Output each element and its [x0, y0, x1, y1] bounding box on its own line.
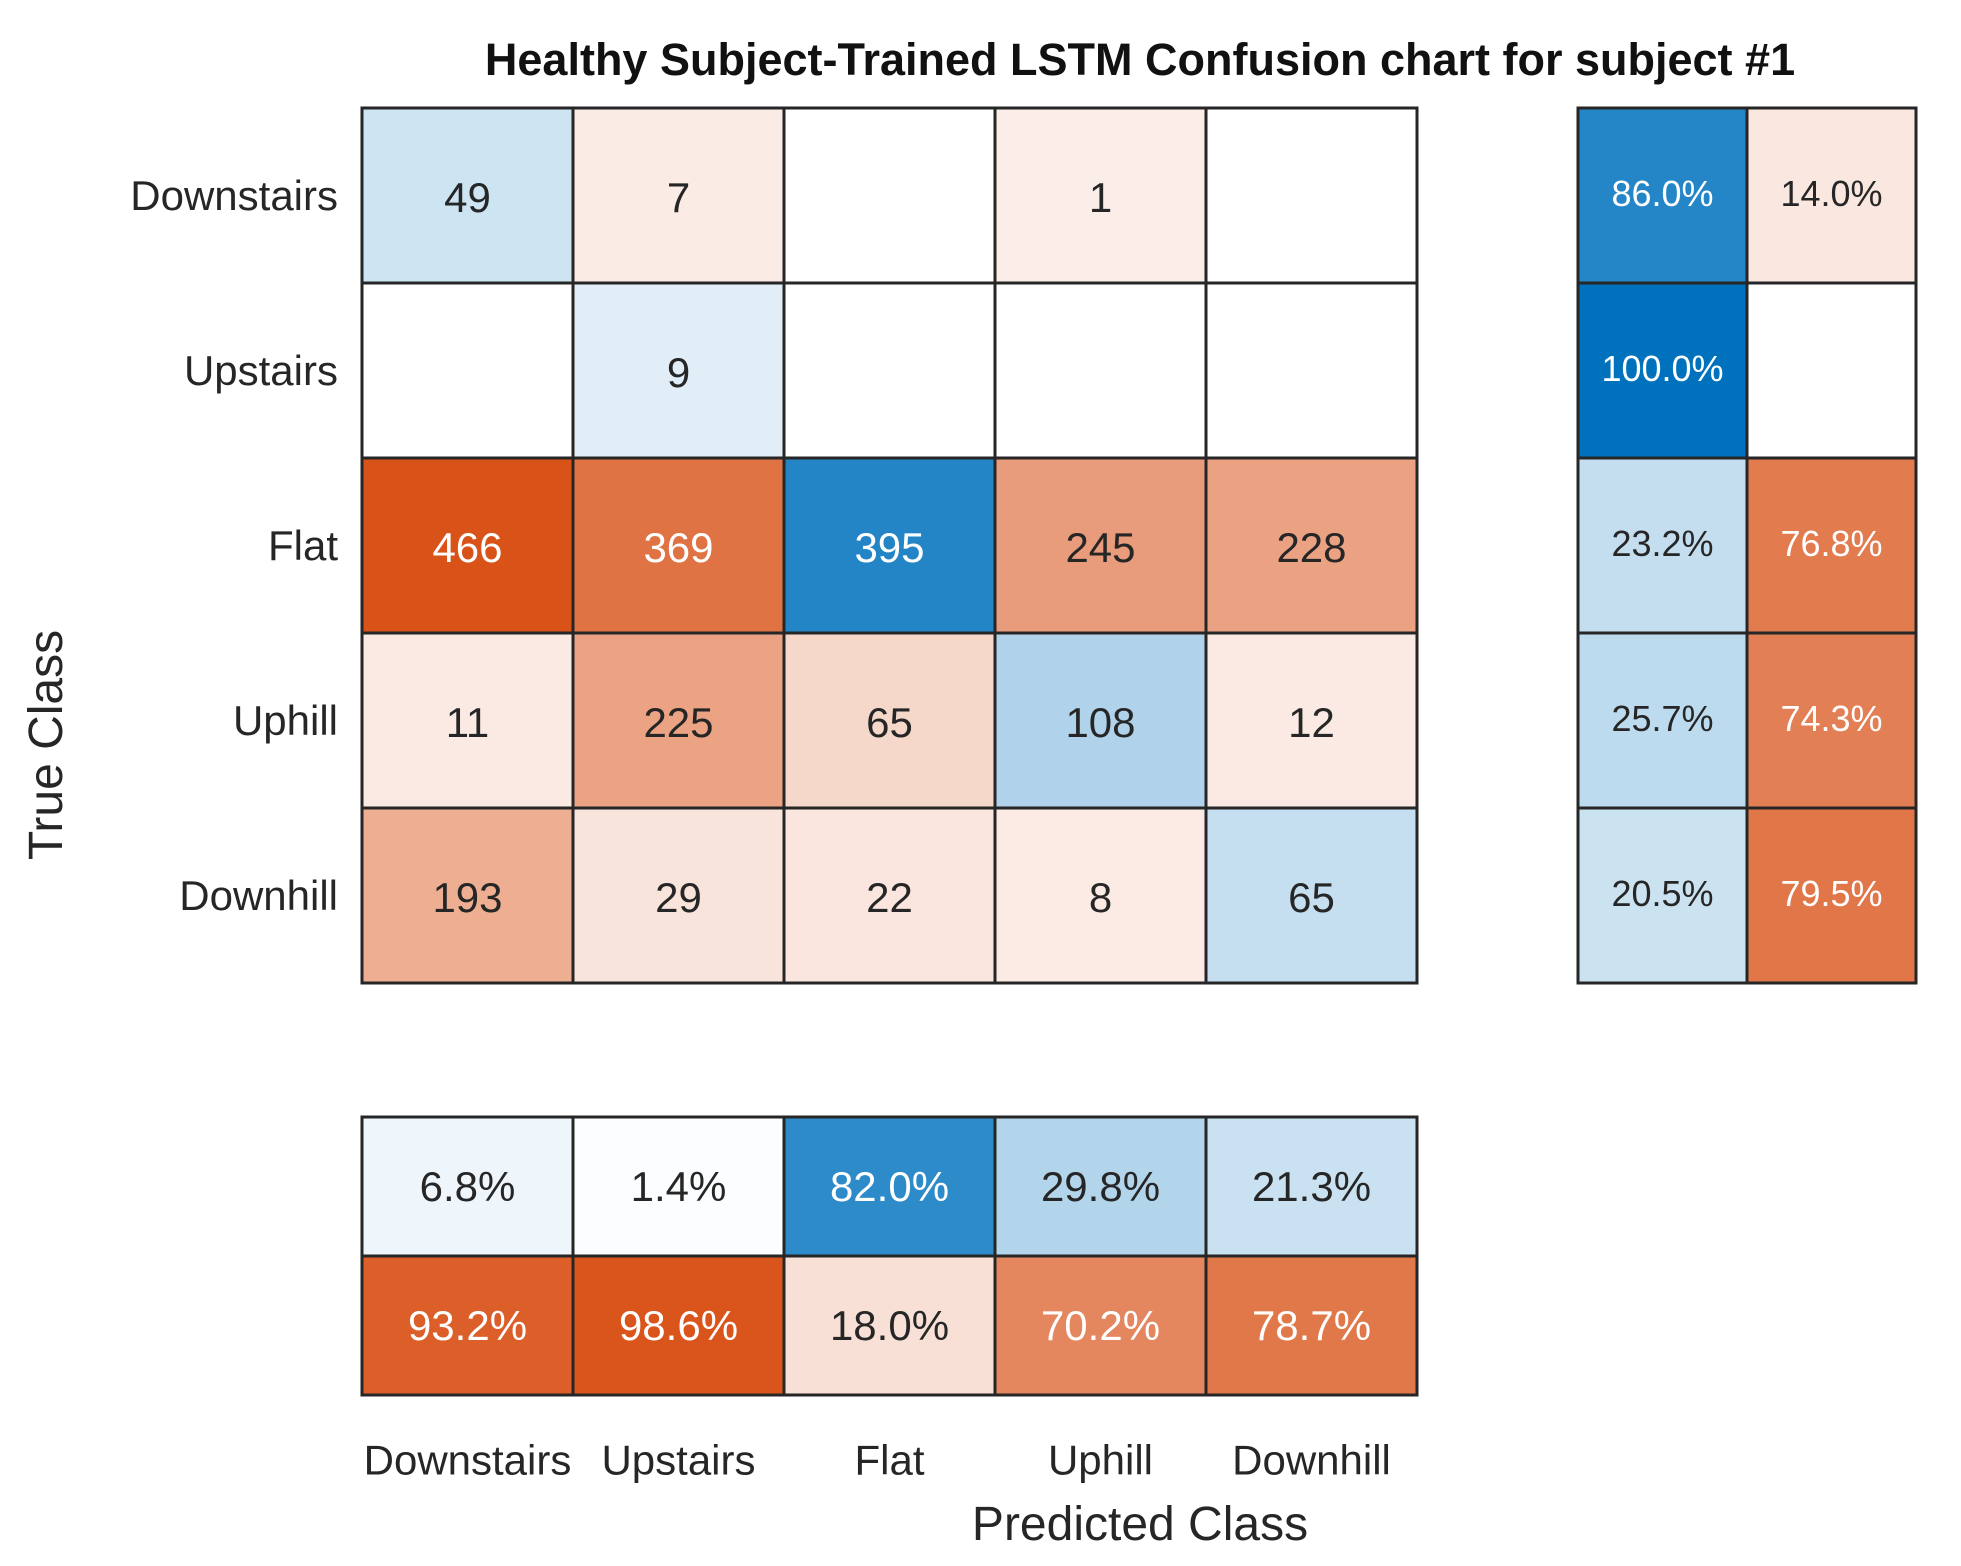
column-summary-correct-cell [571, 1115, 786, 1258]
row-summary-incorrect-value: 74.3% [1780, 698, 1882, 739]
y-axis-label: True Class [20, 630, 73, 860]
matrix-cell-value: 65 [866, 699, 913, 746]
column-summary-incorrect-value: 70.2% [1041, 1302, 1160, 1349]
y-tick-label: Downstairs [130, 172, 338, 219]
column-summary-incorrect-cell [993, 1254, 1208, 1397]
column-summary-incorrect-cell [1204, 1254, 1419, 1397]
matrix-cell-value: 1 [1089, 174, 1112, 221]
y-tick-label: Upstairs [184, 347, 338, 394]
matrix-cell-value: 8 [1089, 874, 1112, 921]
matrix-cell-value: 65 [1288, 874, 1335, 921]
matrix-cell-value: 22 [866, 874, 913, 921]
row-summary-correct-value: 100.0% [1601, 348, 1723, 389]
row-summary-correct-value: 25.7% [1611, 698, 1713, 739]
matrix-cell-value: 193 [432, 874, 502, 921]
matrix-cell [993, 456, 1208, 635]
y-tick-label: Uphill [233, 697, 338, 744]
x-tick-labels: Downstairs Upstairs Flat Uphill Downhill [364, 1437, 1391, 1484]
row-summary-incorrect-cell [1745, 456, 1918, 635]
matrix-cell [360, 631, 575, 810]
y-tick-labels: Downstairs Upstairs Flat Uphill Downhill [130, 172, 338, 919]
matrix-cell [571, 806, 786, 985]
column-summary-correct-value: 82.0% [830, 1163, 949, 1210]
matrix-cell-value: 369 [643, 524, 713, 571]
row-summary-incorrect-cell [1745, 631, 1918, 810]
row-summary-incorrect-value: 14.0% [1780, 173, 1882, 214]
matrix-cell [782, 806, 997, 985]
y-tick-label: Flat [268, 522, 338, 569]
matrix-cell-value: 466 [432, 524, 502, 571]
row-summary-correct-value: 86.0% [1611, 173, 1713, 214]
matrix-cell-value: 29 [655, 874, 702, 921]
column-summary-incorrect-value: 18.0% [830, 1302, 949, 1349]
row-summary-incorrect-value: 79.5% [1780, 873, 1882, 914]
matrix-cell [782, 631, 997, 810]
matrix-cell [571, 106, 786, 285]
x-tick-label: Upstairs [601, 1437, 755, 1484]
column-summary-correct-value: 6.8% [420, 1163, 516, 1210]
matrix-cell-value: 7 [667, 174, 690, 221]
matrix-cell-value: 108 [1065, 699, 1135, 746]
matrix-cell [1204, 106, 1419, 285]
matrix-cell-value: 245 [1065, 524, 1135, 571]
row-summary-correct-value: 23.2% [1611, 523, 1713, 564]
column-summary-correct-cell [1204, 1115, 1419, 1258]
column-summary-incorrect-value: 98.6% [619, 1302, 738, 1349]
matrix-cell [993, 806, 1208, 985]
matrix-cell-value: 225 [643, 699, 713, 746]
row-summary-correct-cell [1576, 631, 1749, 810]
matrix-cell [360, 281, 575, 460]
column-summary-incorrect-value: 78.7% [1252, 1302, 1371, 1349]
column-summary-incorrect-cell [782, 1254, 997, 1397]
column-summary-grid: 6.8% 93.2% 1.4% 98.6% 82.0% 18.0% 29.8% 70.2% 21… [360, 1115, 1419, 1397]
x-axis-label: Predicted Class [972, 1498, 1308, 1551]
matrix-cell [571, 456, 786, 635]
x-tick-label: Downhill [1232, 1437, 1391, 1484]
column-summary-correct-value: 1.4% [631, 1163, 727, 1210]
chart-title: Healthy Subject-Trained LSTM Confusion c… [485, 34, 1795, 85]
matrix-cell [571, 281, 786, 460]
matrix-cell-value: 11 [446, 699, 490, 746]
row-summary-incorrect-cell [1745, 106, 1918, 285]
matrix-cell-value: 9 [667, 349, 690, 396]
matrix-cell-value: 395 [854, 524, 924, 571]
y-tick-label: Downhill [179, 872, 338, 919]
matrix-cell [993, 106, 1208, 285]
row-summary-grid: 86.0% 14.0% 100.0% 23.2% 76.8% 25.7% 74.3% 20.5… [1576, 106, 1918, 985]
matrix-cell [360, 106, 575, 285]
matrix-cell [782, 281, 997, 460]
row-summary-incorrect-cell [1745, 806, 1918, 985]
matrix-cell [782, 106, 997, 285]
x-tick-label: Uphill [1048, 1437, 1153, 1484]
column-summary-correct-value: 21.3% [1252, 1163, 1371, 1210]
row-summary-incorrect-cell [1745, 281, 1918, 460]
column-summary-correct-cell [360, 1115, 575, 1258]
matrix-cell [1204, 631, 1419, 810]
row-summary-incorrect-value: 76.8% [1780, 523, 1882, 564]
column-summary-incorrect-value: 93.2% [408, 1302, 527, 1349]
matrix-cell [993, 281, 1208, 460]
x-tick-label: Flat [854, 1437, 924, 1484]
row-summary-correct-value: 20.5% [1611, 873, 1713, 914]
row-summary-correct-cell [1576, 806, 1749, 985]
matrix-cell [1204, 806, 1419, 985]
row-summary-correct-cell [1576, 281, 1749, 460]
column-summary-correct-value: 29.8% [1041, 1163, 1160, 1210]
matrix-cell-value: 12 [1288, 699, 1335, 746]
row-summary-correct-cell [1576, 456, 1749, 635]
matrix-cell-value: 49 [444, 174, 491, 221]
matrix-cell-value: 228 [1276, 524, 1346, 571]
x-tick-label: Downstairs [364, 1437, 572, 1484]
row-summary-correct-cell [1576, 106, 1749, 285]
matrix-cell [1204, 281, 1419, 460]
